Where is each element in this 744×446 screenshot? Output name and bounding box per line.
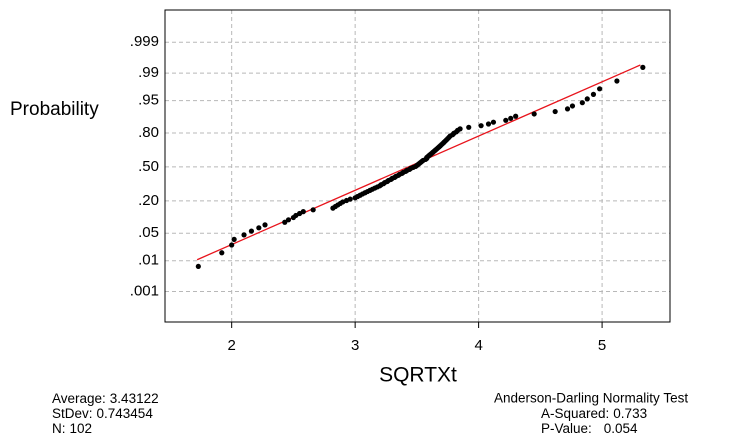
data-point (466, 124, 472, 130)
data-point (256, 225, 262, 231)
x-tick-label: 3 (351, 337, 359, 354)
labels: .001 .01 .05 .20 .50 .80 .95 .99 .999 2 3 4 5 (130, 33, 606, 354)
data-point (282, 219, 288, 225)
test-title: Anderson-Darling Normality Test (494, 391, 688, 406)
y-tick-label: .01 (138, 252, 159, 269)
data-point (347, 196, 353, 202)
x-tick-label: 4 (474, 337, 482, 354)
data-point (248, 228, 255, 234)
y-tick-label: .50 (138, 158, 159, 175)
stat-label: P-Value: (541, 421, 592, 436)
data-point (285, 217, 292, 223)
data-point (457, 126, 463, 132)
y-tick-label: .001 (130, 282, 159, 299)
data-point (508, 115, 514, 121)
stat-label: A-Squared: (541, 406, 609, 421)
stat-label: N: (52, 421, 66, 436)
data-point (262, 222, 268, 228)
data-point (597, 86, 603, 92)
data-point (195, 263, 201, 270)
data-point (513, 113, 519, 119)
data-point (231, 236, 237, 242)
data-point (490, 119, 497, 125)
stat-value: 0.054 (604, 421, 638, 436)
data-point (310, 207, 316, 213)
marks (195, 64, 646, 270)
data-point (564, 106, 571, 112)
plot-frame (164, 9, 671, 323)
data-point (579, 100, 585, 106)
data-point (229, 242, 235, 248)
stat-value: 0.743454 (97, 406, 154, 421)
stat-value: 0.733 (613, 406, 647, 421)
x-tick-label: 5 (598, 337, 606, 354)
stat-stdev: StDev: 0.743454 (52, 406, 153, 421)
data-point (590, 91, 597, 97)
stat-label: Average: (52, 391, 106, 406)
test-p-value: P-Value: 0.054 (541, 421, 638, 436)
y-tick-label: .80 (138, 124, 159, 141)
y-tick-label: .999 (130, 33, 159, 50)
data-point (485, 121, 492, 127)
stat-n: N: 102 (52, 421, 92, 436)
x-axis-label: SQRTXt (379, 364, 457, 387)
stat-value: 102 (70, 421, 93, 436)
y-tick-label: .95 (138, 92, 159, 109)
data-point (478, 123, 484, 129)
test-a-squared: A-Squared: 0.733 (541, 406, 647, 421)
data-point (552, 108, 558, 115)
data-point (614, 78, 620, 84)
y-tick-label: .05 (138, 224, 159, 241)
y-axis-label: Probability (10, 99, 99, 120)
data-point (569, 103, 576, 109)
data-point (503, 117, 509, 123)
x-tick-label: 2 (228, 337, 236, 354)
stat-label: StDev: (52, 406, 93, 421)
y-tick-label: .20 (138, 192, 159, 209)
data-point (531, 111, 537, 117)
stat-average: Average: 3.43122 (52, 391, 159, 406)
data-point (640, 64, 646, 70)
data-point (584, 96, 590, 102)
data-point (219, 250, 225, 256)
y-tick-label: .99 (138, 64, 159, 81)
data-point (300, 209, 306, 215)
data-point (241, 232, 247, 238)
stat-value: 3.43122 (110, 391, 159, 406)
